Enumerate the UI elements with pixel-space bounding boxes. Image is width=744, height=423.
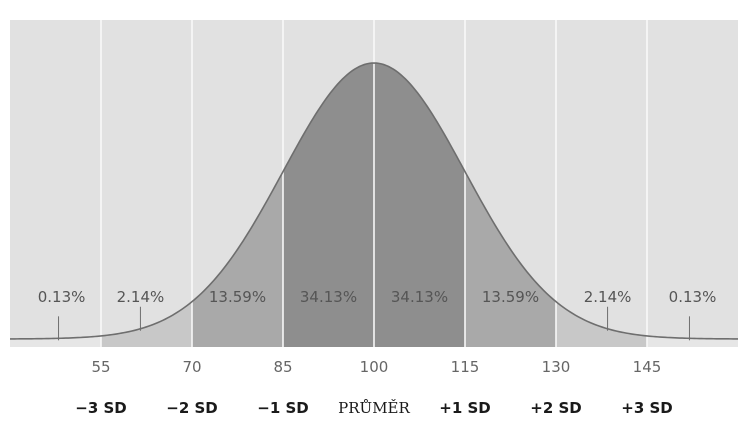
region-fill-1 bbox=[10, 335, 101, 347]
sd-label-5: +1 SD bbox=[439, 399, 490, 417]
percentage-label-8: 0.13% bbox=[669, 288, 717, 306]
percentage-label-4: 34.13% bbox=[300, 288, 357, 306]
percentage-label-3: 13.59% bbox=[209, 288, 266, 306]
region-fill-8 bbox=[647, 335, 738, 347]
x-tick-label-85: 85 bbox=[273, 358, 292, 376]
percentage-label-6: 13.59% bbox=[482, 288, 539, 306]
x-tick-label-145: 145 bbox=[633, 358, 662, 376]
percentage-label-7: 2.14% bbox=[584, 288, 632, 306]
x-tick-label-115: 115 bbox=[451, 358, 480, 376]
region-fills bbox=[10, 63, 738, 347]
tail-markers bbox=[58, 306, 690, 341]
sd-gridlines bbox=[100, 20, 648, 347]
region-fill-3 bbox=[192, 171, 283, 347]
x-tick-label-100: 100 bbox=[360, 358, 389, 376]
region-fill-7 bbox=[556, 301, 647, 347]
percentage-labels: 0.13% 2.14% 13.59% 34.13% 34.13% 13.59% 2.14% 0… bbox=[38, 288, 717, 306]
sd-label-3: −1 SD bbox=[257, 399, 308, 417]
sd-label-1: −3 SD bbox=[75, 399, 126, 417]
x-tick-label-70: 70 bbox=[182, 358, 201, 376]
mean-label: PRŮMĚR bbox=[338, 399, 410, 417]
percentage-label-1: 0.13% bbox=[38, 288, 86, 306]
region-fill-5 bbox=[374, 63, 465, 347]
sd-labels: −3 SD −2 SD −1 SD PRŮMĚR +1 SD +2 SD +3 SD bbox=[75, 399, 672, 417]
sd-label-2: −2 SD bbox=[166, 399, 217, 417]
x-tick-label-55: 55 bbox=[91, 358, 110, 376]
percentage-label-2: 2.14% bbox=[117, 288, 165, 306]
x-axis-tick-labels: 55 70 85 100 115 130 145 bbox=[91, 358, 661, 376]
percentage-label-5: 34.13% bbox=[391, 288, 448, 306]
sd-label-7: +3 SD bbox=[621, 399, 672, 417]
bell-curve-line bbox=[9, 62, 739, 340]
region-fill-4 bbox=[283, 63, 374, 347]
region-fill-2 bbox=[101, 301, 192, 347]
sd-label-6: +2 SD bbox=[530, 399, 581, 417]
x-tick-label-130: 130 bbox=[542, 358, 571, 376]
region-fill-6 bbox=[465, 171, 556, 347]
